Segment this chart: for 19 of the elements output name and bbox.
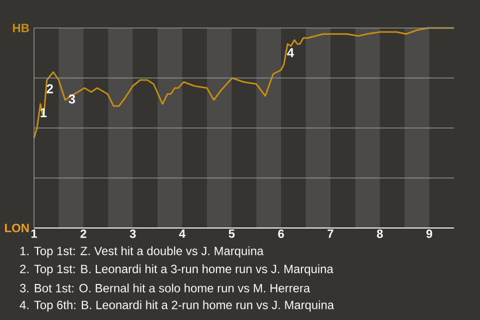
x-tick-label: 1: [31, 230, 37, 238]
x-tick-label: 2: [80, 230, 86, 238]
x-tick-label: 3: [130, 230, 136, 238]
x-tick-label: 8: [376, 230, 383, 238]
annotation: 2: [46, 84, 53, 94]
x-tick-label: 5: [228, 230, 235, 238]
text: LON: [5, 224, 29, 232]
x-tick-label: 9: [426, 230, 432, 238]
annotation: 1: [40, 108, 47, 118]
annotation: 4: [287, 48, 294, 58]
x-tick-label: 4: [179, 230, 186, 238]
x-tick-label: 6: [278, 230, 284, 238]
annotation: 3: [68, 94, 76, 104]
text: HB: [13, 24, 29, 32]
text: 1. Top 1st: Z. Vest hit a double vs J. Marquina: [20, 246, 264, 258]
text: 3. Bot 1st: O. Bernal hit a solo home run vs M. Herrera: [20, 284, 310, 292]
text: 2. Top 1st: B. Leonardi hit a 3-run home run vs J. Marquina: [20, 264, 334, 276]
text: 4. Top 6th: B. Leonardi hit a 2-run home run vs J. Marquina: [20, 300, 334, 312]
x-tick-label: 7: [328, 230, 334, 238]
